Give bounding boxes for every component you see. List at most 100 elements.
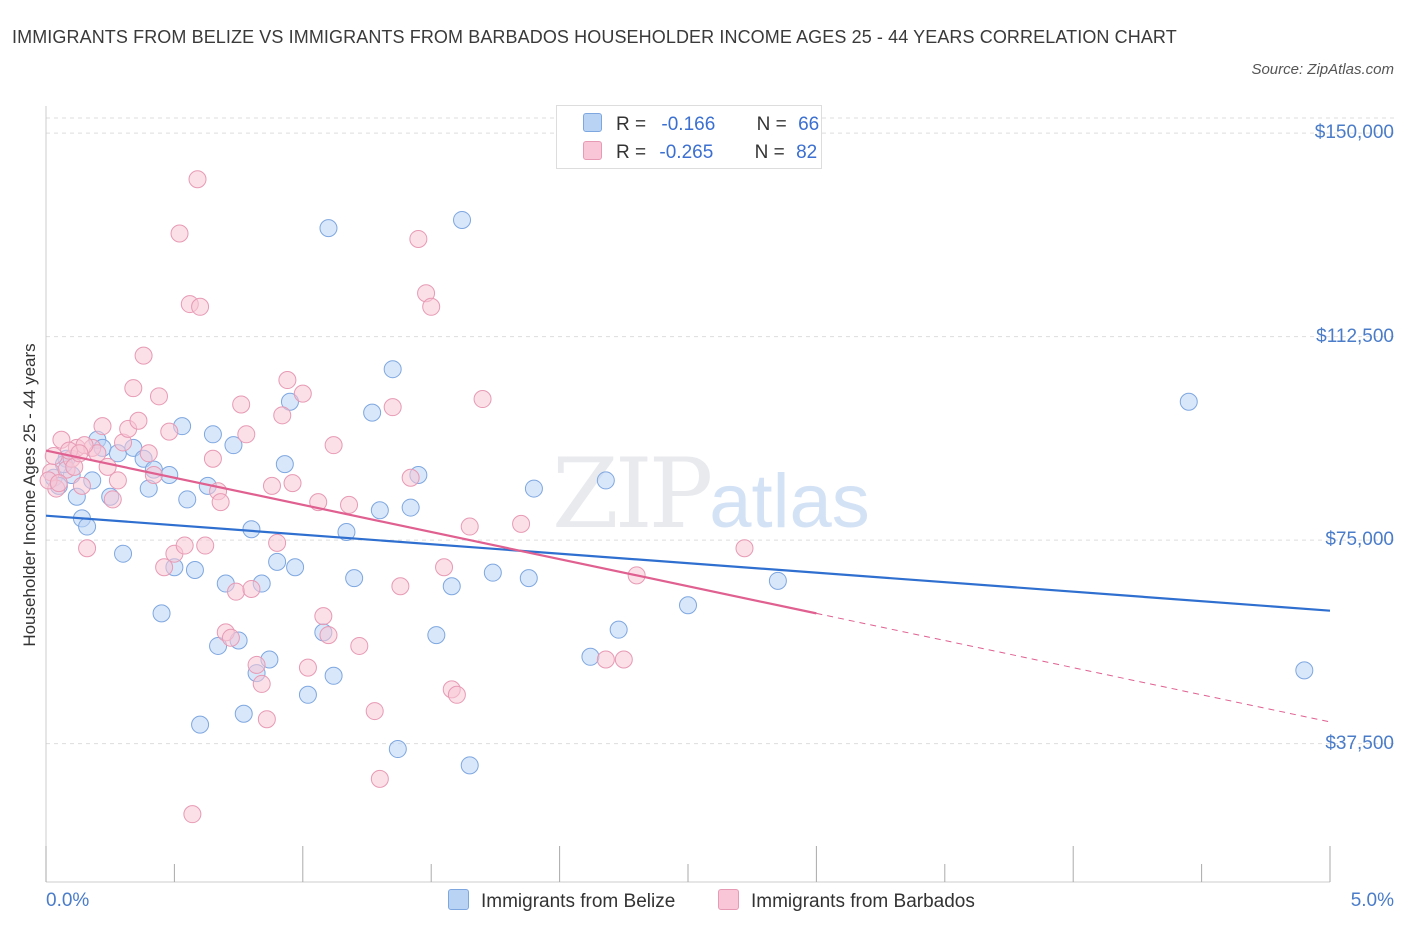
legend-n-value-belize: 66	[798, 114, 820, 135]
point-barbados-37	[227, 582, 246, 601]
point-barbados-25	[170, 224, 189, 243]
point-belize-30	[234, 704, 253, 723]
point-barbados-61	[401, 468, 420, 487]
point-barbados-62	[409, 229, 428, 248]
point-belize-57	[524, 479, 543, 498]
point-belize-51	[427, 626, 446, 645]
point-belize-31	[242, 520, 261, 539]
x-tick-label-min: 0.0%	[46, 890, 90, 911]
point-belize-42	[324, 666, 343, 685]
point-barbados-53	[319, 626, 338, 645]
point-barbados-74	[735, 539, 754, 558]
trend-line-barbados	[45, 449, 817, 615]
point-barbados-6	[72, 476, 91, 495]
bottom-legend-swatch-belize	[448, 889, 469, 910]
point-belize-62	[768, 571, 787, 590]
point-barbados-18	[134, 346, 153, 365]
point-belize-49	[401, 498, 420, 517]
point-belize-41	[319, 219, 338, 238]
legend-row-belize: R = -0.166 N = 66	[583, 113, 819, 137]
point-barbados-28	[183, 805, 202, 824]
point-barbados-68	[460, 517, 479, 536]
y-tick-label-2: $112,500	[1316, 325, 1394, 347]
bottom-legend-barbados: Immigrants from Barbados	[718, 889, 975, 913]
point-barbados-22	[155, 558, 174, 577]
point-belize-22	[185, 560, 204, 579]
point-belize-46	[370, 501, 389, 520]
point-barbados-32	[203, 449, 222, 468]
correlation-legend: R = -0.166 N = 66 R = -0.265 N = 82	[556, 105, 822, 169]
point-barbados-59	[383, 398, 402, 417]
point-barbados-43	[257, 710, 276, 729]
legend-n-label-belize: N =	[756, 114, 787, 135]
point-belize-12	[114, 544, 133, 563]
point-belize-59	[596, 471, 615, 490]
point-belize-17	[152, 604, 171, 623]
legend-row-barbados: R = -0.265 N = 82	[583, 141, 817, 165]
point-barbados-56	[350, 636, 369, 655]
point-belize-35	[268, 552, 287, 571]
point-belize-58	[581, 647, 600, 666]
watermark-zip: ZIP	[552, 438, 713, 550]
legend-swatch-barbados	[583, 141, 602, 160]
point-barbados-72	[614, 650, 633, 669]
point-barbados-44	[262, 476, 281, 495]
y-tick-label-3: $150,000	[1314, 122, 1394, 144]
point-barbados-54	[324, 436, 343, 455]
point-belize-39	[298, 685, 317, 704]
point-barbados-17	[129, 411, 148, 430]
point-barbados-70	[512, 514, 531, 533]
point-belize-25	[203, 425, 222, 444]
point-belize-48	[388, 740, 407, 759]
point-barbados-57	[365, 702, 384, 721]
bottom-legend-belize: Immigrants from Belize	[448, 889, 675, 913]
y-tick-label-0: $37,500	[1325, 732, 1394, 754]
trend-extension-barbados	[816, 612, 1331, 723]
y-tick-label-1: $75,000	[1325, 529, 1394, 551]
bottom-legend-label-belize: Immigrants from Belize	[481, 891, 676, 912]
point-barbados-31	[196, 536, 215, 555]
point-belize-55	[483, 563, 502, 582]
point-barbados-19	[139, 444, 158, 463]
legend-r-value-belize: -0.166	[661, 114, 716, 135]
point-barbados-58	[370, 769, 389, 788]
point-barbados-23	[160, 422, 179, 441]
point-belize-21	[178, 490, 197, 509]
point-belize-52	[442, 577, 461, 596]
point-belize-37	[280, 392, 299, 411]
point-barbados-46	[273, 406, 292, 425]
point-barbados-49	[293, 384, 312, 403]
point-belize-26	[209, 636, 228, 655]
point-barbados-41	[247, 655, 266, 674]
source-label: Source: ZipAtlas.com	[1251, 61, 1394, 78]
point-barbados-13	[108, 471, 127, 490]
legend-n-value-barbados: 82	[796, 142, 818, 163]
point-barbados-29	[188, 170, 207, 189]
point-belize-60	[609, 620, 628, 639]
point-barbados-21	[149, 387, 168, 406]
point-belize-23	[191, 715, 210, 734]
point-barbados-79	[49, 474, 68, 493]
legend-r-label-belize: R =	[616, 114, 647, 135]
point-belize-44	[345, 569, 364, 588]
legend-swatch-belize	[583, 113, 602, 132]
point-belize-63	[1179, 392, 1198, 411]
point-belize-38	[286, 558, 305, 577]
bottom-legend-label-barbados: Immigrants from Barbados	[751, 891, 975, 912]
point-barbados-16	[124, 379, 143, 398]
point-belize-28	[224, 436, 243, 455]
legend-r-value-barbados: -0.265	[659, 142, 714, 163]
point-belize-6	[78, 517, 97, 536]
page-title: IMMIGRANTS FROM BELIZE VS IMMIGRANTS FRO…	[12, 27, 1177, 47]
watermark-atlas: atlas	[709, 459, 870, 544]
point-barbados-38	[232, 395, 251, 414]
x-tick-label-max: 5.0%	[1350, 890, 1394, 911]
point-barbados-64	[422, 297, 441, 316]
point-barbados-12	[103, 490, 122, 509]
bottom-legend-swatch-barbados	[718, 889, 739, 910]
point-belize-43	[337, 522, 356, 541]
point-barbados-47	[278, 371, 297, 390]
point-barbados-26	[175, 536, 194, 555]
point-barbados-30	[191, 297, 210, 316]
point-barbados-36	[221, 628, 240, 647]
